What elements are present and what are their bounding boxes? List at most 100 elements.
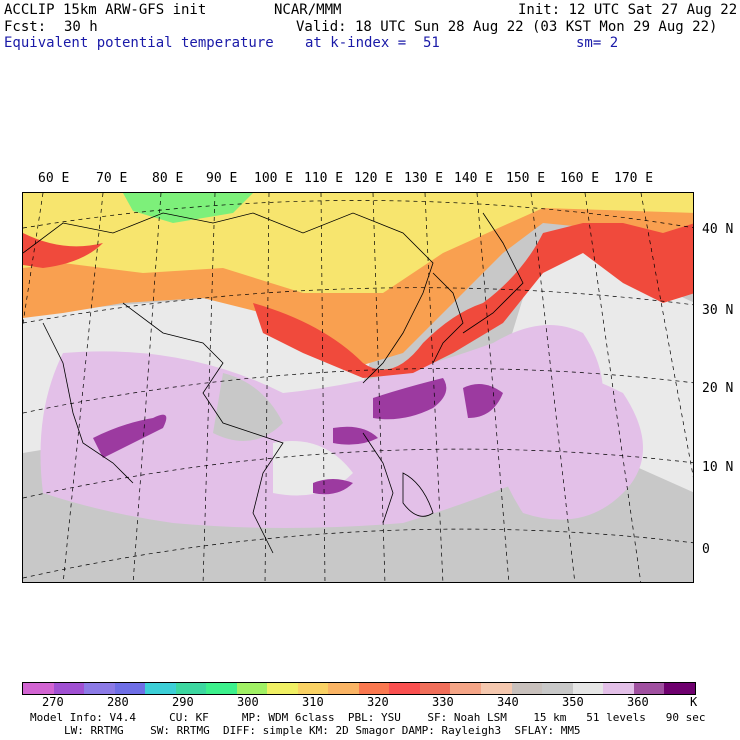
colorbar-segment	[206, 683, 237, 694]
red-region	[253, 223, 693, 378]
latitude-line	[23, 368, 693, 414]
lon-label: 170 E	[614, 171, 654, 186]
lavender-region	[483, 361, 643, 520]
colorbar-segment	[23, 683, 54, 694]
colorbar-segment	[145, 683, 176, 694]
coastline	[432, 272, 464, 364]
colorbar-segment	[84, 683, 115, 694]
map-panel	[22, 192, 694, 583]
colorbar-segment	[389, 683, 420, 694]
colorbar-segment	[664, 683, 695, 694]
colorbar-segment	[542, 683, 573, 694]
coastline	[362, 432, 394, 524]
colorbar-tick-label: 280	[107, 695, 129, 709]
lon-label: 110 E	[304, 171, 344, 186]
colorbar-segment	[480, 683, 512, 694]
lon-label: 160 E	[560, 171, 600, 186]
colorbar-segment	[419, 683, 451, 694]
longitude-line	[372, 193, 386, 582]
purple-core	[333, 426, 378, 445]
light-gray-region	[503, 233, 693, 493]
red-region	[23, 233, 103, 268]
longitude-line	[640, 193, 693, 478]
colorbar-tick-label: 340	[497, 695, 519, 709]
longitude-line	[202, 193, 216, 582]
smoothing-label: sm= 2	[576, 35, 619, 51]
colorbar-segment	[511, 683, 543, 694]
coastline	[462, 212, 524, 334]
gray-patch	[213, 373, 283, 441]
lat-label: 10 N	[702, 460, 734, 475]
init-time: Init: 12 UTC Sat 27 Aug 22	[518, 2, 738, 18]
latitude-line	[23, 287, 693, 324]
longitude-line	[584, 193, 642, 582]
colorbar-tick-label: 320	[367, 695, 389, 709]
colorbar-segment	[175, 683, 207, 694]
island-outline	[402, 472, 434, 517]
lat-label: 30 N	[702, 303, 734, 318]
longitude-line	[320, 193, 326, 582]
lat-label: 40 N	[702, 222, 734, 237]
lon-label: 80 E	[152, 171, 184, 186]
longitude-line	[23, 193, 44, 326]
latitude-line	[23, 200, 693, 229]
longitude-line	[62, 193, 104, 582]
colorbar-segment	[450, 683, 481, 694]
border-line	[23, 212, 434, 384]
colorbar-segment	[53, 683, 85, 694]
purple-core	[313, 479, 353, 495]
coastline	[42, 322, 134, 484]
colorbar-segment	[328, 683, 359, 694]
purple-core	[373, 378, 447, 420]
lon-label: 150 E	[506, 171, 546, 186]
colorbar-tick-label: 310	[302, 695, 324, 709]
colorbar-tick-label: 350	[562, 695, 584, 709]
colorbar-segment	[114, 683, 146, 694]
lon-label: 60 E	[38, 171, 70, 186]
green-region	[123, 193, 253, 223]
map-canvas	[23, 193, 693, 582]
valid-time: Valid: 18 UTC Sun 28 Aug 22 (03 KST Mon …	[296, 19, 718, 35]
lon-label: 100 E	[254, 171, 294, 186]
org-label: NCAR/MMM	[274, 2, 342, 18]
colorbar-tick-label: 330	[432, 695, 454, 709]
lon-label: 140 E	[454, 171, 494, 186]
longitude-line	[530, 193, 576, 582]
colorbar-tick-label: 300	[237, 695, 259, 709]
field-name: Equivalent potential temperature	[4, 35, 274, 51]
colorbar-segment	[267, 683, 298, 694]
colorbar-segment	[358, 683, 390, 694]
colorbar-segment	[633, 683, 665, 694]
longitude-line	[264, 193, 270, 582]
colorbar-segment	[297, 683, 329, 694]
coastline	[122, 302, 284, 554]
level-label: at k-index = 51	[305, 35, 440, 51]
forecast-hour: 30 h	[64, 19, 98, 35]
model-title: ACCLIP 15km ARW-GFS init	[4, 2, 207, 18]
lon-label: 130 E	[404, 171, 444, 186]
lavender-region	[40, 325, 603, 528]
latitude-line	[23, 528, 693, 579]
colorbar-segment	[572, 683, 604, 694]
lon-label: 90 E	[206, 171, 238, 186]
colorbar-segment	[603, 683, 634, 694]
colorbar-tick-label: 270	[42, 695, 64, 709]
colorbar-tick-label: 360	[627, 695, 649, 709]
colorbar-segment	[236, 683, 268, 694]
longitude-line	[132, 193, 162, 582]
forecast-label: Fcst:	[4, 19, 47, 35]
lat-label: 0	[702, 542, 710, 557]
colorbar-tick-label: 290	[172, 695, 194, 709]
lon-label: 70 E	[96, 171, 128, 186]
colorbar	[22, 682, 696, 695]
longitude-line	[476, 193, 510, 582]
graticule	[23, 193, 693, 582]
lat-label: 20 N	[702, 381, 734, 396]
model-physics-line: LW: RRTMG SW: RRTMG DIFF: simple KM: 2D …	[64, 724, 581, 737]
colorbar-unit: K	[690, 695, 698, 709]
purple-core	[93, 414, 167, 458]
lon-label: 120 E	[354, 171, 394, 186]
longitude-line	[424, 193, 444, 582]
latitude-line	[23, 448, 693, 499]
model-info-line: Model Info: V4.4 CU: KF MP: WDM 6class P…	[30, 711, 706, 724]
